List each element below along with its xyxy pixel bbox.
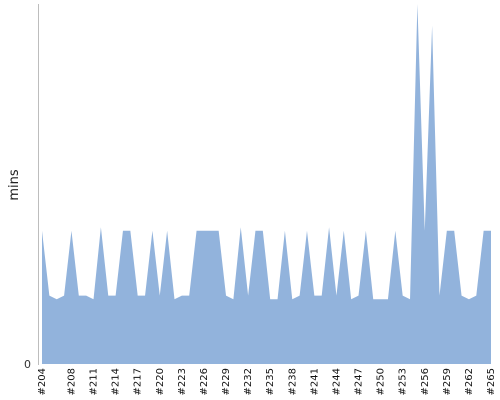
x-tick-label: #241	[309, 368, 320, 395]
x-tick-label: #253	[398, 368, 409, 395]
x-tick-label: #211	[89, 368, 100, 395]
x-tick-label: #220	[155, 368, 166, 395]
x-tick-label: #265	[486, 368, 497, 395]
x-tick-label: #247	[354, 368, 365, 395]
y-tick-label-0: 0	[24, 358, 31, 371]
x-tick-label: #208	[66, 368, 77, 395]
x-tick-label: #244	[331, 368, 342, 395]
x-tick-label: #214	[111, 368, 122, 395]
x-tick-label: #232	[243, 368, 254, 395]
x-tick-label: #204	[37, 368, 48, 395]
y-axis-title: mins	[7, 169, 22, 201]
x-tick-label: #217	[133, 368, 144, 395]
x-tick-label: #259	[442, 368, 453, 395]
x-tick-label: #238	[287, 368, 298, 395]
x-tick-label: #235	[265, 368, 276, 395]
x-tick-label: #229	[221, 368, 232, 395]
x-tick-label: #226	[199, 368, 210, 395]
series-area	[42, 4, 491, 364]
x-tick-labels: #204 #208 #211 #214 #217 #220 #223 #226 #229 #232…	[37, 368, 497, 395]
area-layer	[42, 4, 491, 364]
x-tick-label: #262	[464, 368, 475, 395]
x-tick-label: #256	[420, 368, 431, 395]
x-tick-label: #250	[376, 368, 387, 395]
x-tick-label: #223	[177, 368, 188, 395]
